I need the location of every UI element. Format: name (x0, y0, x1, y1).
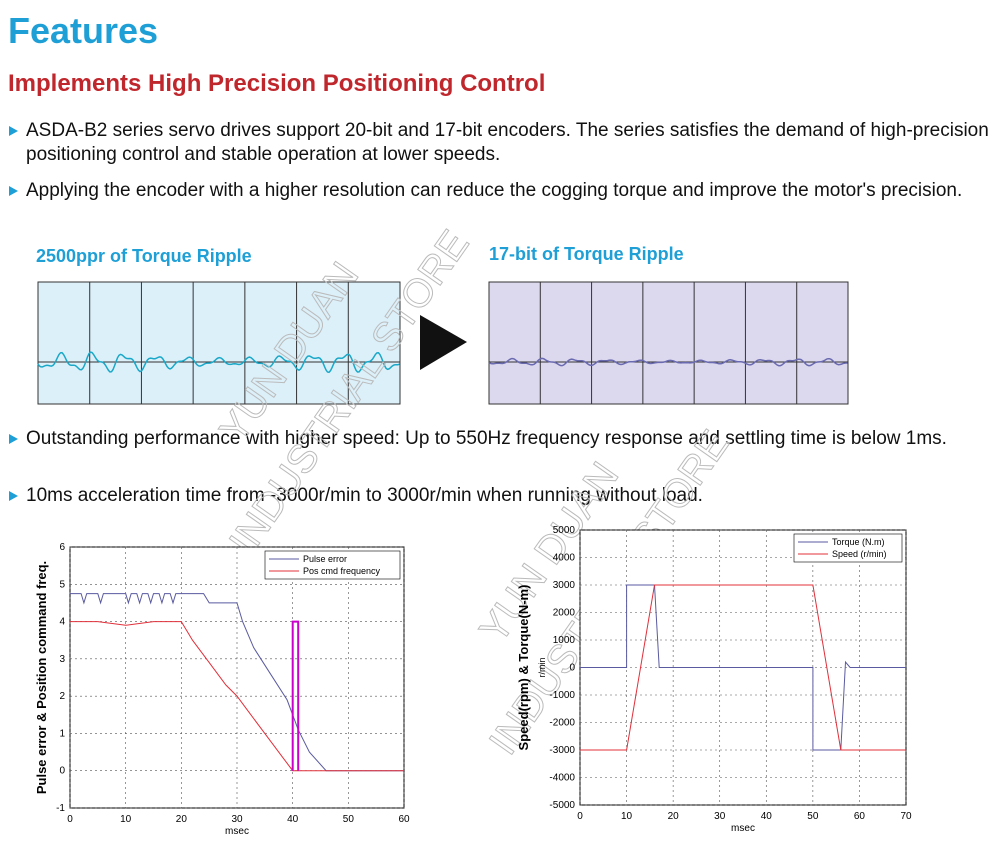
arrow (420, 315, 467, 370)
bullet: Outstanding performance with higher spee… (8, 427, 1000, 451)
bullet: 10ms acceleration time from -3000r/min t… (8, 484, 1000, 508)
ripple-title: 17-bit of Torque Ripple (489, 244, 684, 264)
ripple-title: 2500ppr of Torque Ripple (36, 246, 252, 266)
bullet: Applying the encoder with a higher resol… (8, 179, 1000, 203)
subtitle: Implements High Precision Positioning Co… (8, 70, 546, 97)
ripple-wave (37, 351, 400, 374)
bullet: ASDA-B2 series servo drives support 20-b… (8, 119, 1000, 167)
ripple-panel (37, 281, 401, 405)
ripple-wave (488, 357, 848, 367)
title: Features (8, 10, 159, 51)
ripple-panel (488, 281, 849, 405)
